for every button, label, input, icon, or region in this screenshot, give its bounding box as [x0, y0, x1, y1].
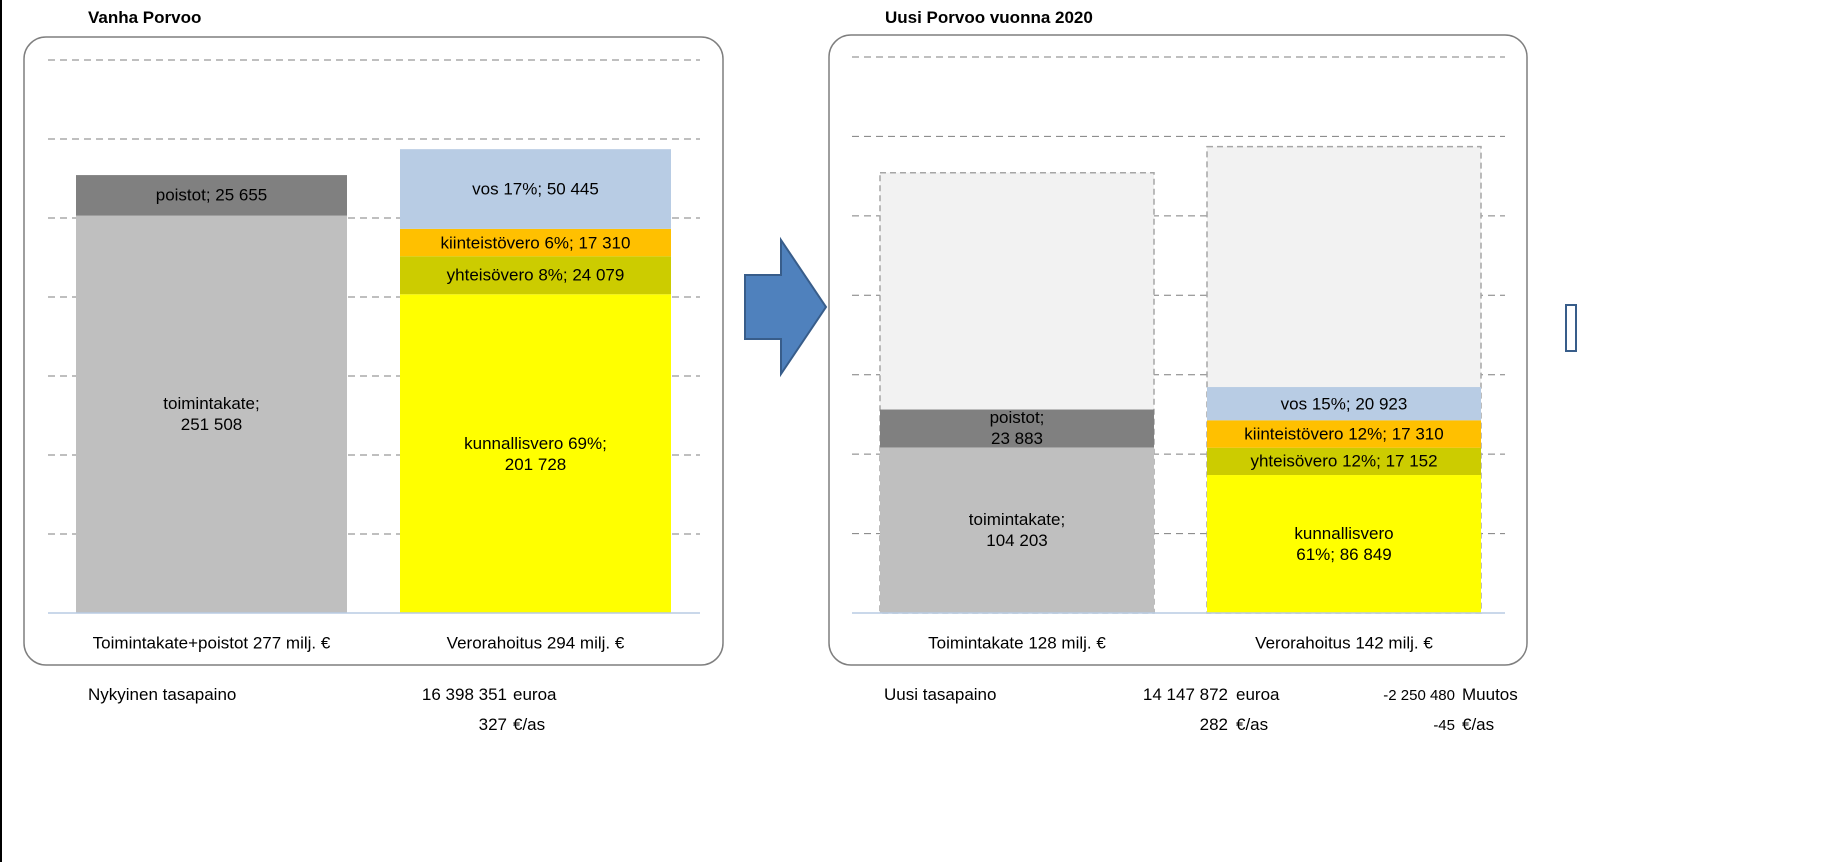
- footer-value: 14 147 872: [1142, 685, 1228, 704]
- data-label: vos 15%; 20 923: [1280, 394, 1408, 414]
- data-label: poistot; 23 883: [989, 408, 1045, 449]
- bar-segment: [400, 256, 671, 295]
- footer-unit: €/as: [1236, 715, 1269, 734]
- x-tick-label: Verorahoitus 142 milj. €: [1255, 633, 1433, 653]
- bar-segment: [400, 294, 671, 613]
- x-tick-label: Verorahoitus 294 milj. €: [446, 633, 625, 653]
- data-label: kiinteistövero 12%; 17 310: [1244, 424, 1444, 444]
- panel: [828, 34, 1528, 666]
- data-label: yhteisövero 8%; 24 079: [446, 265, 625, 285]
- footer-unit: Muutos: [1462, 685, 1518, 704]
- data-label: toimintakate; 251 508: [163, 394, 260, 435]
- bar-segment: [880, 409, 1154, 448]
- bar-segment: [1207, 447, 1481, 476]
- arrow: [744, 236, 828, 378]
- partial-shape: [1565, 304, 1577, 352]
- footer-label: Uusi tasapaino: [884, 685, 997, 704]
- x-tick-label: Toimintakate+poistot 277 milj. €: [92, 633, 331, 653]
- bar-segment: [1207, 475, 1481, 613]
- bar-segment: [1207, 420, 1481, 448]
- chart-title: Vanha Porvoo: [88, 8, 202, 27]
- panel: [23, 36, 724, 666]
- footer-value: -2 250 480: [1383, 687, 1455, 704]
- data-label: kiinteistövero 6%; 17 310: [440, 233, 631, 253]
- data-label: kunnallisvero 69%; 201 728: [464, 433, 607, 474]
- footer-value: 16 398 351: [421, 685, 507, 704]
- chart-title: Uusi Porvoo vuonna 2020: [885, 8, 1093, 27]
- bar-segment: [76, 215, 347, 613]
- bar-segment: [880, 447, 1154, 613]
- footer-unit: €/as: [513, 715, 546, 734]
- data-label: vos 17%; 50 445: [472, 179, 599, 199]
- footer-unit: euroa: [1236, 685, 1280, 704]
- footer-value: 282: [1199, 715, 1228, 734]
- data-label: yhteisövero 12%; 17 152: [1250, 451, 1438, 471]
- footer-unit: euroa: [513, 685, 557, 704]
- bar-segment: [400, 228, 671, 257]
- bar-segment: [76, 175, 347, 216]
- data-label: kunnallisvero 61%; 86 849: [1294, 524, 1394, 565]
- footer-value: -45: [1433, 717, 1455, 734]
- bar-segment: [400, 149, 671, 229]
- x-tick-label: Toimintakate 128 milj. €: [928, 633, 1106, 653]
- data-label: poistot; 25 655: [155, 185, 268, 205]
- bar-segment: [1207, 387, 1481, 421]
- footer-unit: €/as: [1462, 715, 1495, 734]
- footer-label: Nykyinen tasapaino: [88, 685, 237, 704]
- footer-value: 327: [478, 715, 507, 734]
- data-label: toimintakate; 104 203: [968, 510, 1066, 551]
